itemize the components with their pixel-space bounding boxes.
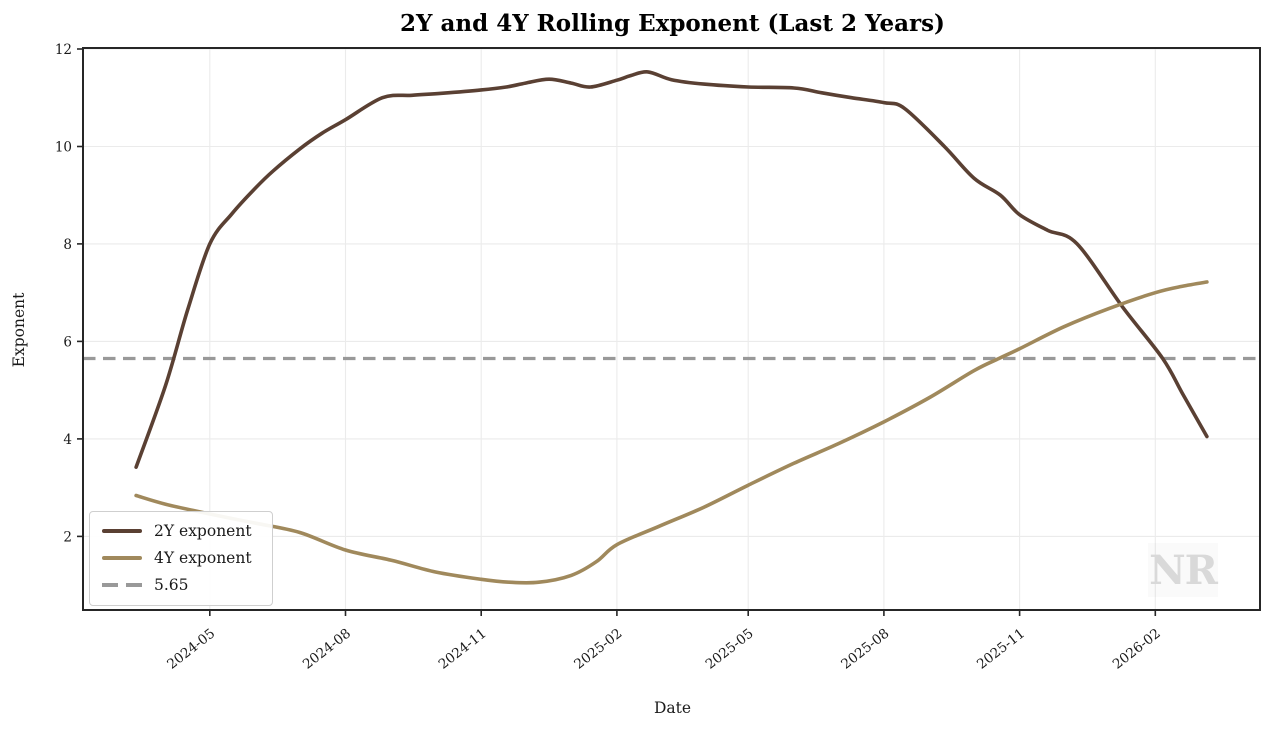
x-tick-label: 2024-08 bbox=[300, 626, 354, 673]
legend-label-4y: 4Y exponent bbox=[154, 549, 252, 567]
legend-item-threshold: 5.65 bbox=[102, 576, 260, 594]
series-line-4y bbox=[134, 280, 1209, 585]
legend: 2Y exponent 4Y exponent 5.65 bbox=[89, 511, 273, 606]
legend-line-swatch-2y bbox=[102, 528, 142, 534]
legend-line-swatch-4y bbox=[102, 555, 142, 561]
y-axis-label: Exponent bbox=[10, 292, 28, 368]
x-tick-label: 2025-08 bbox=[838, 626, 892, 673]
x-tick-label: 2025-11 bbox=[974, 626, 1028, 673]
y-tick-label: 8 bbox=[63, 237, 72, 253]
x-tick-label: 2025-05 bbox=[703, 626, 757, 673]
x-tick-label: 2024-11 bbox=[436, 626, 490, 673]
plot-border bbox=[82, 47, 1261, 611]
legend-label-threshold: 5.65 bbox=[154, 576, 189, 594]
x-tick-label: 2025-02 bbox=[571, 626, 625, 673]
y-tick-label: 2 bbox=[63, 529, 72, 545]
y-tick-label: 12 bbox=[55, 42, 72, 58]
x-axis-label: Date bbox=[653, 699, 692, 717]
legend-label-2y: 2Y exponent bbox=[154, 522, 252, 540]
x-tick-label: 2024-05 bbox=[164, 626, 218, 673]
watermark-text: NR bbox=[1149, 546, 1218, 594]
y-tick-label: 4 bbox=[63, 432, 72, 448]
chart-title: 2Y and 4Y Rolling Exponent (Last 2 Years… bbox=[400, 10, 945, 37]
y-tick-label: 6 bbox=[63, 334, 72, 350]
series-line-2y bbox=[134, 70, 1209, 469]
y-tick-label: 10 bbox=[55, 140, 72, 156]
legend-dashed-swatch-threshold bbox=[102, 583, 142, 587]
x-tick-label: 2026-02 bbox=[1110, 626, 1164, 673]
legend-item-2y-exponent: 2Y exponent bbox=[102, 522, 260, 540]
legend-item-4y-exponent: 4Y exponent bbox=[102, 549, 260, 567]
